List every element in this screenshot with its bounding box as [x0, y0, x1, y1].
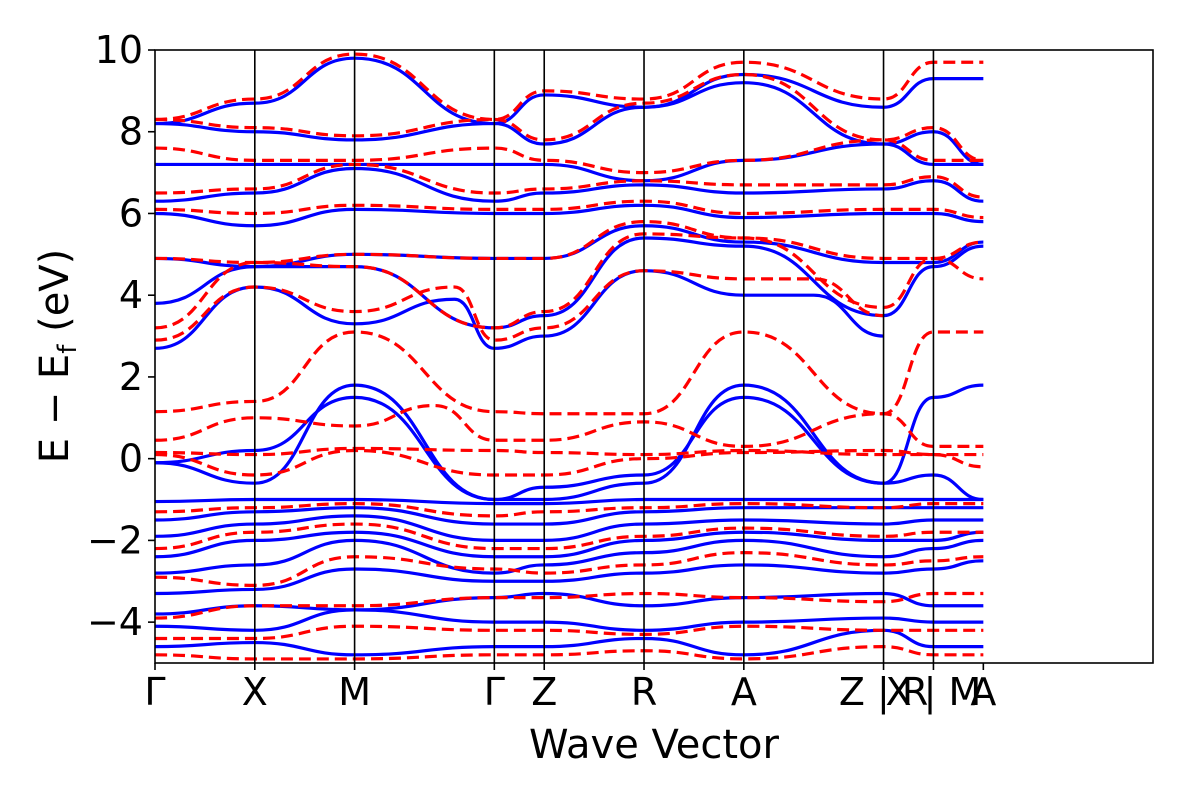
y-axis-ticks: −4 −2 0 2 4 6 8 10: [87, 28, 155, 644]
solid-band-15: [155, 166, 984, 203]
dashed-band-15: [155, 138, 984, 175]
y-axis-label-main: E − E: [32, 354, 78, 464]
solid-band-10: [155, 628, 984, 657]
y-tick-label: 0: [119, 437, 143, 481]
y-tick-label: 4: [119, 273, 143, 317]
dashed-band-9: [155, 645, 984, 661]
x-tick-label: R: [631, 670, 657, 714]
solid-band-1: [155, 383, 984, 502]
dashed-band-2: [155, 446, 984, 457]
dashed-band-5: [155, 522, 984, 551]
y-axis-label-unit: (eV): [32, 249, 78, 345]
dashed-band-7: [155, 591, 984, 620]
solid-band-3: [155, 506, 984, 526]
x-tick-label: A: [731, 670, 757, 714]
solid-band-7: [155, 559, 984, 596]
solid-band-9: [155, 608, 984, 632]
dashed-band-0: [155, 330, 984, 416]
y-axis-label-sub: f: [53, 344, 83, 354]
y-axis-label: E − Ef (eV): [32, 249, 83, 464]
x-tick-label: A: [970, 670, 996, 714]
dashed-band-12: [155, 220, 984, 265]
kpoint-lines: [254, 50, 935, 663]
y-tick-label: −2: [87, 518, 143, 562]
y-tick-label: 10: [95, 28, 143, 72]
y-tick-label: 6: [119, 191, 143, 235]
solid-band-2: [155, 383, 984, 502]
bands-layer: [155, 52, 984, 661]
x-tick-label: Z: [531, 670, 557, 714]
solid-band-4: [155, 514, 984, 543]
x-tick-label: Γ: [144, 670, 165, 714]
plot-frame: [154, 49, 1154, 664]
solid-band-13: [155, 224, 984, 269]
x-tick-label: Z | R: [839, 670, 928, 715]
solid-band-16: [155, 142, 984, 183]
solid-band-14: [155, 203, 984, 228]
x-tick-label: X: [242, 670, 268, 714]
x-tick-label: M: [338, 670, 371, 714]
solid-band-12: [155, 236, 984, 330]
x-tick-label: X | M: [886, 670, 982, 715]
x-tick-label: Γ: [484, 670, 505, 714]
dashed-band-10: [155, 269, 884, 342]
y-tick-label: −4: [87, 600, 143, 644]
y-tick-label: 2: [119, 355, 143, 399]
solid-band-6: [155, 538, 984, 575]
dashed-band-11: [155, 232, 984, 330]
solid-band-17: [155, 81, 984, 167]
y-tick-label: 8: [119, 110, 143, 154]
solid-band-5: [155, 530, 984, 559]
solid-band-11: [155, 269, 884, 350]
solid-band-8: [155, 591, 984, 616]
solid-band-0: [155, 497, 984, 506]
dashed-band-3: [155, 448, 984, 477]
dashed-band-1: [155, 403, 984, 449]
dashed-band-14: [155, 162, 984, 199]
x-axis-label: Wave Vector: [529, 722, 780, 768]
dashed-band-4: [155, 502, 984, 518]
dashed-band-6: [155, 551, 984, 587]
dashed-band-17: [155, 52, 984, 122]
dashed-band-8: [155, 624, 984, 641]
dashed-band-16: [155, 72, 984, 162]
